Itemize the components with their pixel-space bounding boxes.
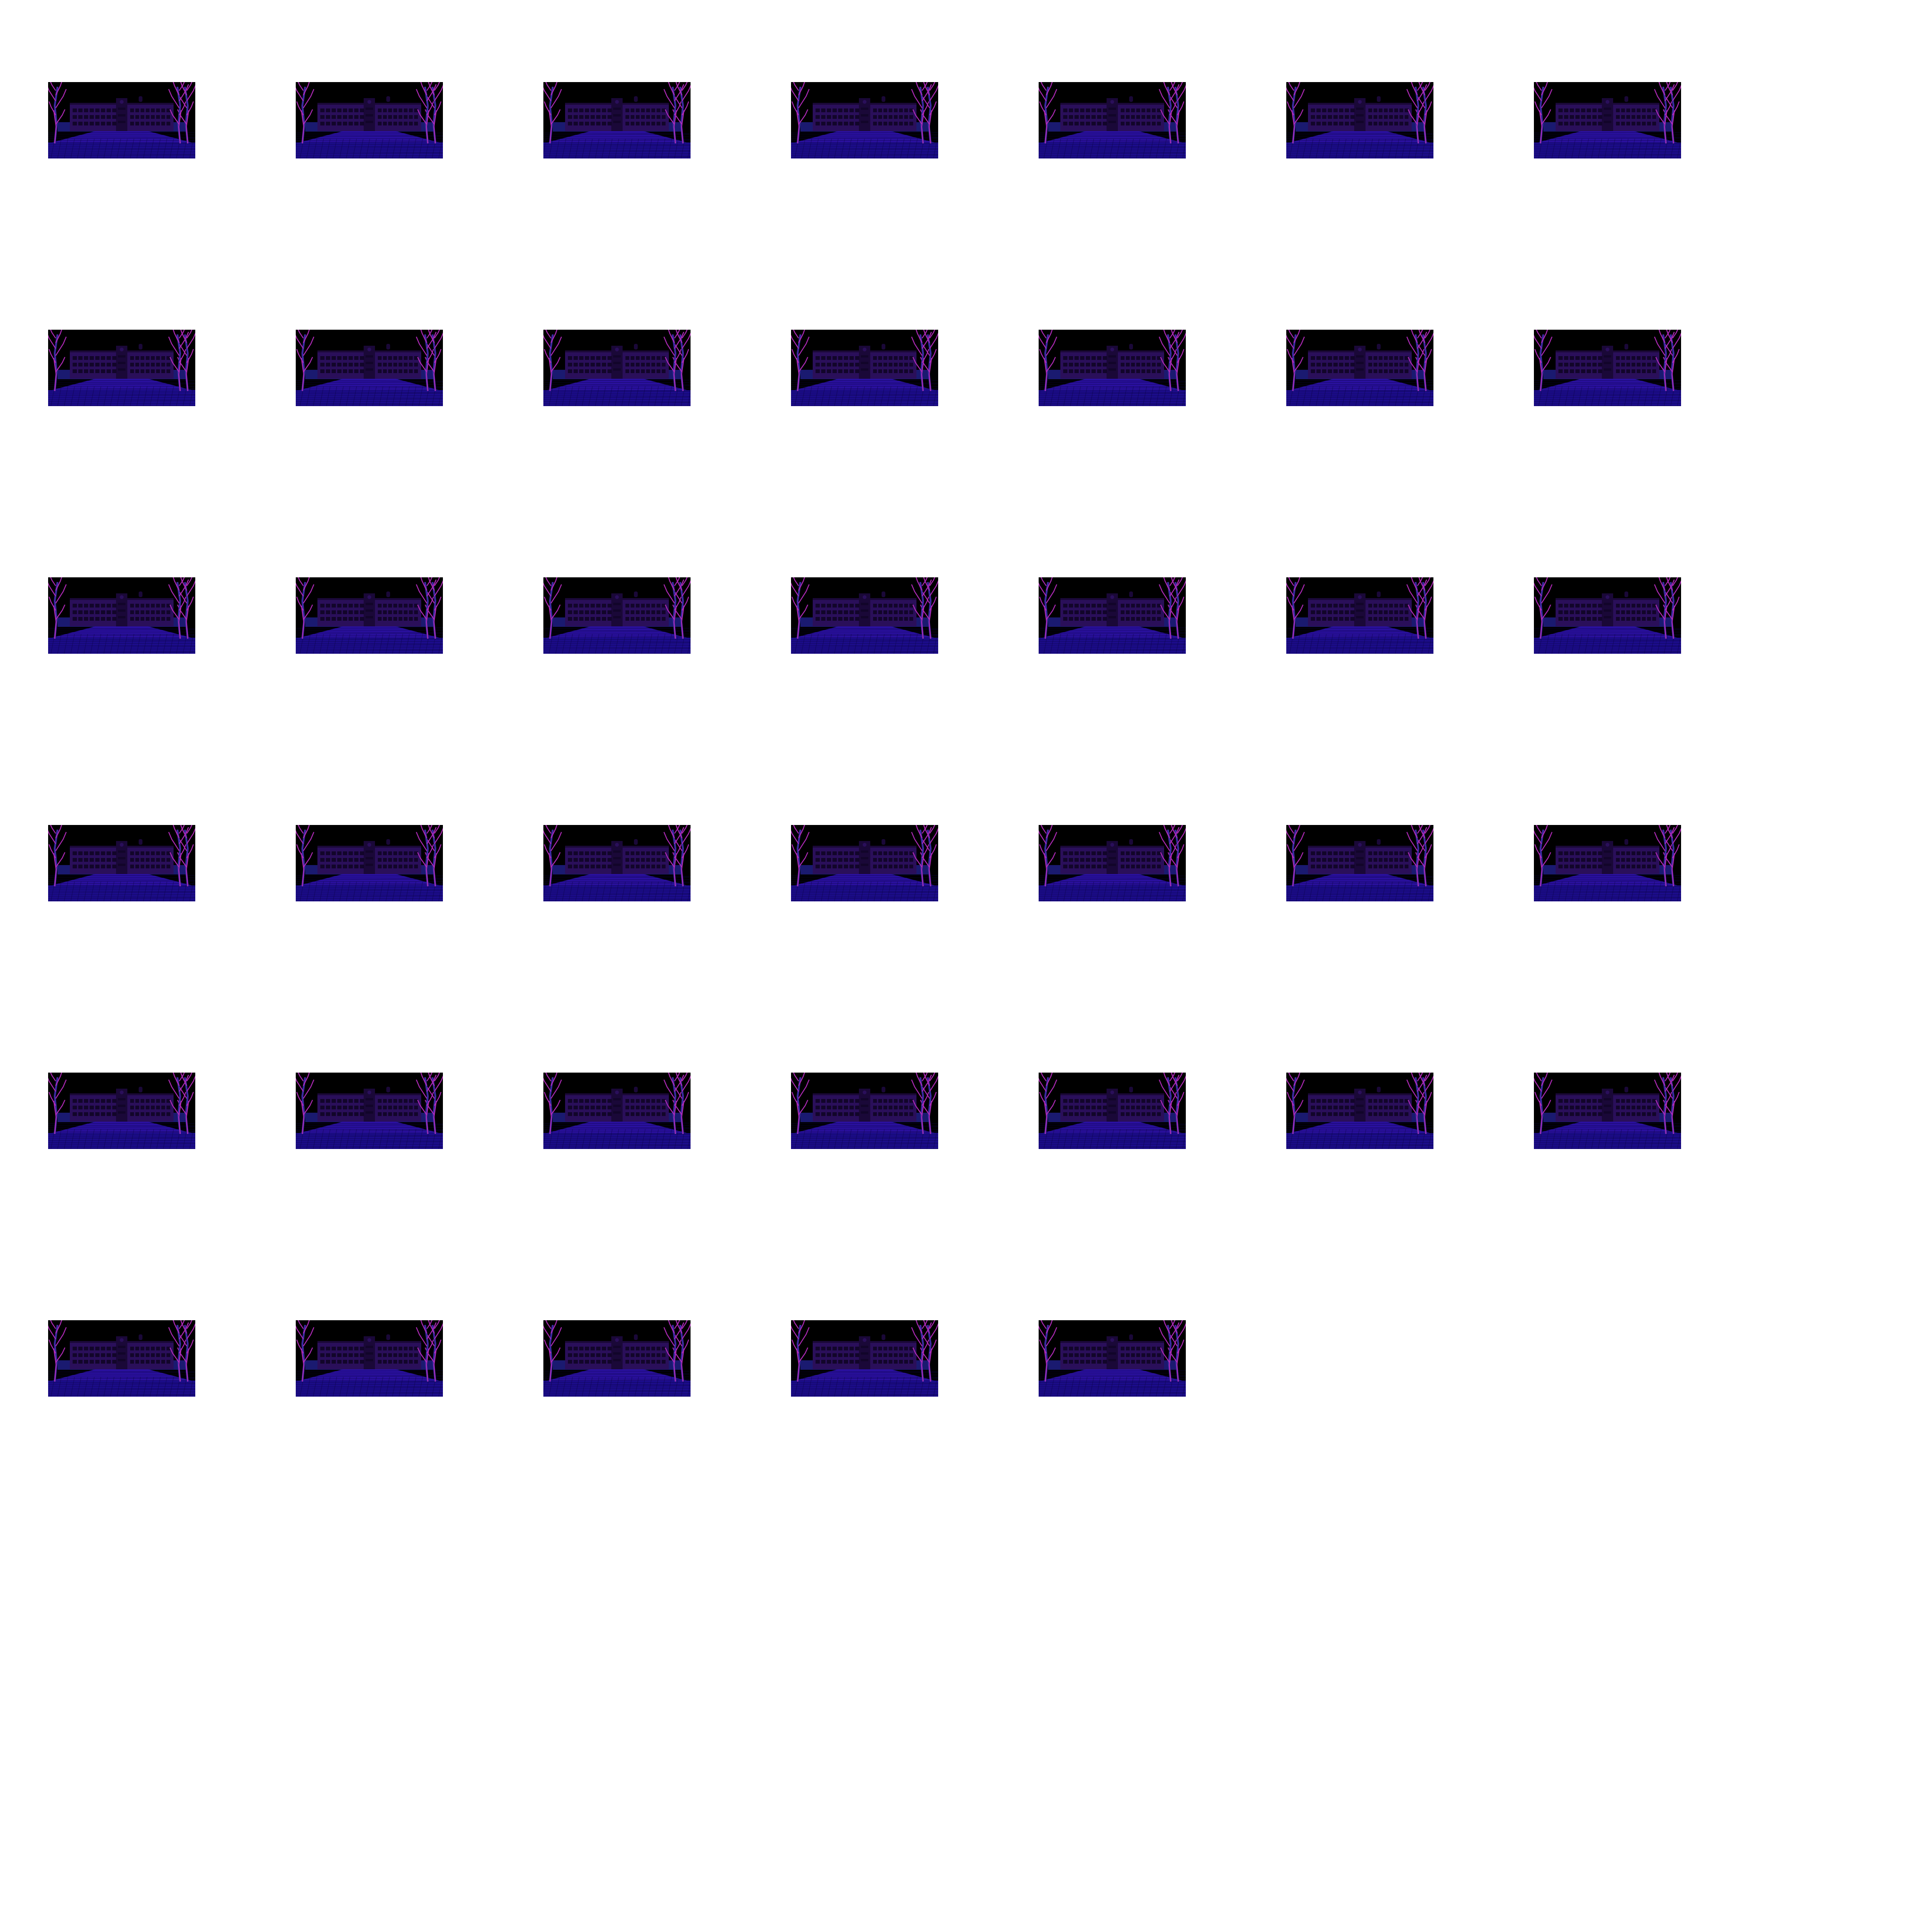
sprite-frame [543, 1320, 691, 1397]
sprite-frame [296, 1073, 443, 1149]
sprite-frame [543, 1073, 691, 1149]
sprite-frame [543, 330, 691, 406]
sprite-frame [48, 1320, 195, 1397]
sprite-frame [1534, 577, 1681, 654]
sprite-frame [1039, 1073, 1186, 1149]
sprite-frame [791, 330, 938, 406]
sprite-frame [296, 825, 443, 901]
sprite-frame [1039, 577, 1186, 654]
sprite-frame [1286, 330, 1433, 406]
sprite-frame [791, 1073, 938, 1149]
sprite-frame [543, 82, 691, 158]
sprite-frame [1286, 577, 1433, 654]
sprite-frame [1534, 82, 1681, 158]
sprite-frame [1534, 1073, 1681, 1149]
sprite-frame [1039, 330, 1186, 406]
sprite-frame [791, 1320, 938, 1397]
sprite-frame [791, 577, 938, 654]
sprite-frame [1039, 1320, 1186, 1397]
sprite-frame [791, 825, 938, 901]
sprite-frame [1286, 825, 1433, 901]
sprite-frame [296, 82, 443, 158]
sprite-frame [543, 577, 691, 654]
sprite-frame [296, 330, 443, 406]
sprite-frame [1039, 825, 1186, 901]
sprite-frame [296, 1320, 443, 1397]
sprite-frame [296, 577, 443, 654]
sprite-frame [1286, 1073, 1433, 1149]
sprite-frame [1286, 82, 1433, 158]
sprite-frame [1039, 82, 1186, 158]
sprite-frame [48, 1073, 195, 1149]
sprite-frame [48, 577, 195, 654]
sprite-frame [791, 82, 938, 158]
sprite-frame [543, 825, 691, 901]
sprite-frame [48, 330, 195, 406]
sprite-frame [1534, 330, 1681, 406]
sprite-frame [48, 82, 195, 158]
sprite-frame [48, 825, 195, 901]
sprite-frame [1534, 825, 1681, 901]
